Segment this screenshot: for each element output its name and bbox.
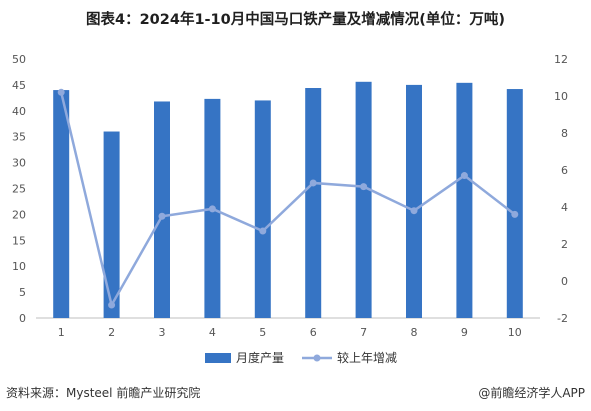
left-tick-label: 45 <box>12 79 26 92</box>
left-y-axis: 0 5 10 15 20 25 30 35 40 45 50 <box>12 53 26 325</box>
bar <box>456 82 473 318</box>
x-tick-label: 2 <box>108 326 115 339</box>
x-axis: 1 2 3 4 5 6 7 8 9 10 <box>36 317 540 339</box>
bar <box>254 100 271 318</box>
bar <box>355 81 372 319</box>
left-tick-label: 25 <box>12 183 26 196</box>
line-point <box>57 88 65 96</box>
x-tick-label: 9 <box>461 326 468 339</box>
bar <box>506 89 523 318</box>
chart-title: 图表4：2024年1-10月中国马口铁产量及增减情况(单位：万吨) <box>86 12 505 28</box>
right-y-axis: -2 0 2 4 6 8 10 12 <box>554 53 568 325</box>
left-tick-label: 30 <box>12 157 26 170</box>
line-point <box>410 207 418 215</box>
right-tick-label: 12 <box>554 53 568 66</box>
line-point <box>460 172 468 180</box>
x-tick-label: 4 <box>209 326 216 339</box>
bar <box>305 88 322 319</box>
x-tick-label: 1 <box>58 326 65 339</box>
left-tick-label: 50 <box>12 53 26 66</box>
right-tick-label: 6 <box>561 164 568 177</box>
legend-line-label: 较上年增减 <box>337 350 397 365</box>
bar <box>154 101 170 318</box>
legend: 月度产量 较上年增减 <box>205 350 397 365</box>
right-tick-label: 2 <box>561 238 568 251</box>
series-line <box>59 92 516 309</box>
line-point <box>259 227 267 235</box>
x-tick-label: 3 <box>159 326 166 339</box>
legend-bar-swatch <box>205 353 231 363</box>
legend-bar-label: 月度产量 <box>236 350 284 365</box>
right-tick-label: 4 <box>561 201 568 214</box>
x-tick-label: 6 <box>310 326 317 339</box>
x-tick-label: 8 <box>411 326 418 339</box>
line-point <box>360 183 368 191</box>
bar <box>406 84 422 319</box>
right-tick-label: 0 <box>561 275 568 288</box>
x-tick-label: 10 <box>508 326 522 339</box>
line-point <box>511 210 519 218</box>
line-series <box>57 88 519 309</box>
right-tick-label: 10 <box>554 90 568 103</box>
left-tick-label: 10 <box>12 260 26 273</box>
right-tick-label: 8 <box>561 127 568 140</box>
left-tick-label: 5 <box>19 286 26 299</box>
line-point <box>158 212 166 220</box>
line-point <box>108 301 116 309</box>
bar <box>53 90 70 318</box>
left-tick-label: 40 <box>12 105 26 118</box>
legend-line-marker <box>313 354 321 362</box>
source-note: 资料来源：Mysteel 前瞻产业研究院 <box>6 386 201 400</box>
brand-note: @前瞻经济学人APP <box>478 386 585 400</box>
x-tick-label: 5 <box>259 326 266 339</box>
line-point <box>309 179 317 187</box>
left-tick-label: 20 <box>12 208 26 221</box>
left-tick-label: 0 <box>19 312 26 325</box>
left-tick-label: 15 <box>12 234 26 247</box>
bar-series <box>53 81 523 319</box>
x-tick-label: 7 <box>360 326 367 339</box>
line-point <box>208 205 216 213</box>
bar <box>103 131 120 318</box>
left-tick-label: 35 <box>12 131 26 144</box>
right-tick-label: -2 <box>557 312 568 325</box>
